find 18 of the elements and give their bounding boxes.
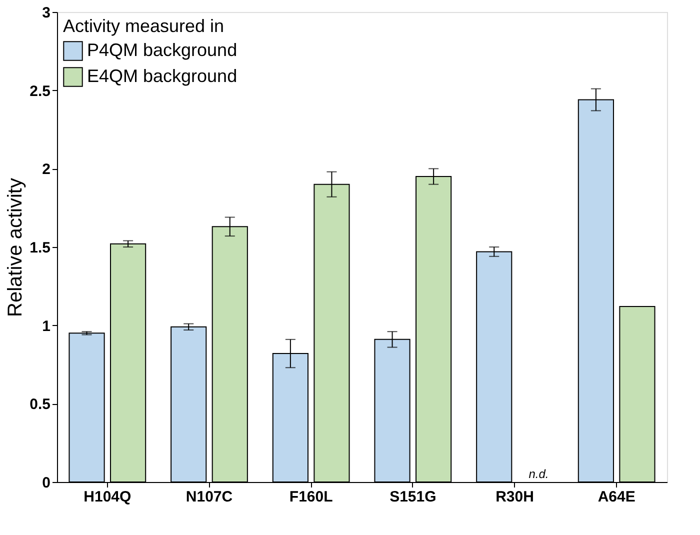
y-tick-label: 2 xyxy=(42,161,50,178)
y-tick-label: 1.5 xyxy=(30,240,50,256)
y-tick-label: 3 xyxy=(42,4,50,22)
annotation: n.d. xyxy=(528,467,549,481)
legend-label: P4QM background xyxy=(87,40,238,60)
x-tick-label: S151G xyxy=(390,488,436,506)
y-tick-label: 2.5 xyxy=(30,82,50,100)
y-tick-label: 1 xyxy=(42,318,50,335)
x-tick-label: F160L xyxy=(289,488,333,506)
x-tick-label: R30H xyxy=(496,488,534,506)
x-tick-label: N107C xyxy=(186,488,233,506)
y-axis-title: Relative activity xyxy=(4,178,27,317)
x-tick-label: H104Q xyxy=(84,488,132,506)
legend-label: E4QM background xyxy=(87,66,238,86)
y-tick-label: 0.5 xyxy=(30,396,50,414)
y-tick-label: 0 xyxy=(42,474,50,492)
legend-title: Activity measured in xyxy=(63,16,224,36)
x-tick-label: A64E xyxy=(598,488,636,506)
